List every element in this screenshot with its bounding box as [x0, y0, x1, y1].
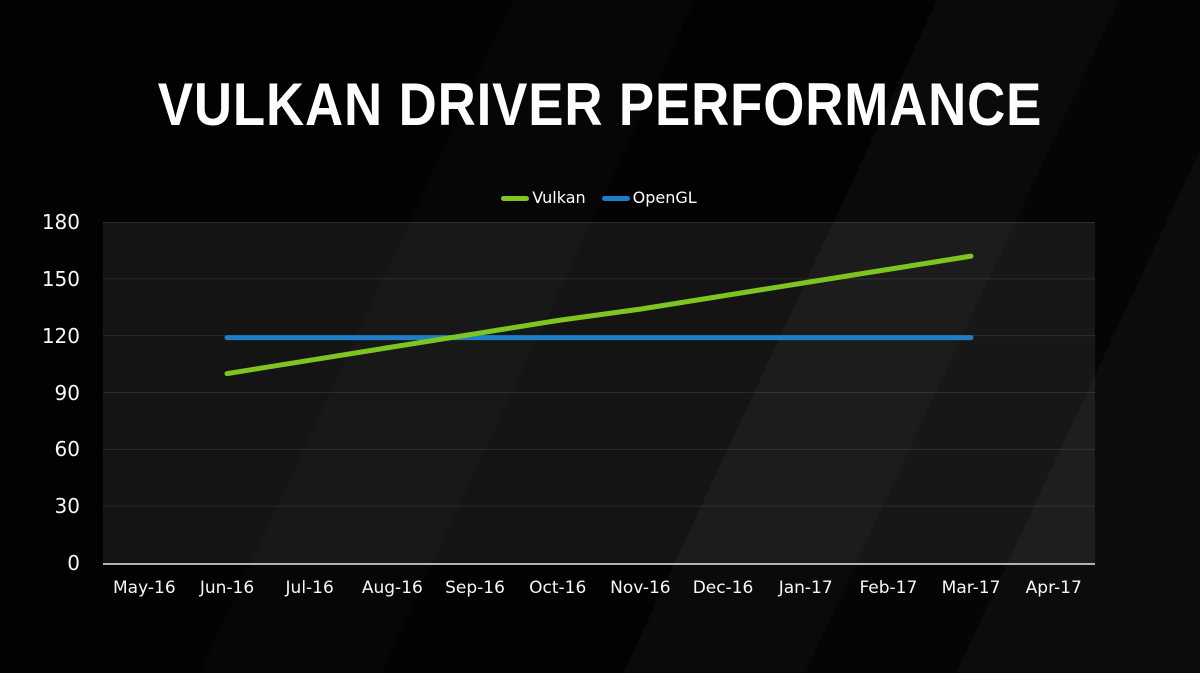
- y-tick-label-150: 150: [41, 266, 80, 291]
- x-tick-label-nov-16: Nov-16: [610, 578, 671, 598]
- legend: Vulkan OpenGL: [103, 187, 1095, 209]
- legend-label-opengl: OpenGL: [632, 188, 697, 207]
- x-tick-label-mar-17: Mar-17: [941, 578, 1001, 598]
- y-tick-label-90: 90: [54, 380, 80, 405]
- y-tick-label-120: 120: [41, 323, 80, 348]
- x-tick-label-aug-16: Aug-16: [361, 578, 423, 598]
- y-tick-label-0: 0: [67, 551, 80, 575]
- plot-area: [103, 222, 1095, 565]
- x-tick-label-apr-17: Apr-17: [1025, 578, 1082, 598]
- x-tick-label-feb-17: Feb-17: [859, 578, 918, 598]
- y-tick-label-180: 180: [41, 210, 80, 234]
- chart-canvas: [103, 222, 1095, 507]
- legend-marker-vulkan: [501, 195, 530, 201]
- x-tick-label-jul-16: Jul-16: [285, 578, 334, 598]
- x-tick-label-sep-16: Sep-16: [445, 578, 505, 598]
- x-tick-label-jun-16: Jun-16: [199, 578, 255, 598]
- chart-title: VULKAN DRIVER PERFORMANCE: [157, 71, 1043, 138]
- legend-marker-opengl: [601, 195, 630, 201]
- legend-item-vulkan: Vulkan: [501, 187, 586, 209]
- series-line-vulkan: [224, 253, 974, 377]
- x-tick-label-oct-16: Oct-16: [529, 578, 587, 598]
- x-tick-label-may-16: May-16: [113, 578, 176, 598]
- y-tick-label-30: 30: [54, 494, 80, 519]
- x-axis-labels: May-16 Jun-16 Jul-16 Aug-16 Sep-16 Oct-16 Nov-…: [103, 577, 1095, 599]
- y-axis-labels: 0 30 60 90 120 150 180: [0, 211, 90, 574]
- legend-label-vulkan: Vulkan: [532, 188, 586, 207]
- y-tick-label-60: 60: [54, 437, 80, 462]
- x-tick-label-dec-16: Dec-16: [692, 578, 754, 598]
- legend-item-opengl: OpenGL: [601, 187, 697, 209]
- x-tick-label-jan-17: Jan-17: [778, 578, 833, 598]
